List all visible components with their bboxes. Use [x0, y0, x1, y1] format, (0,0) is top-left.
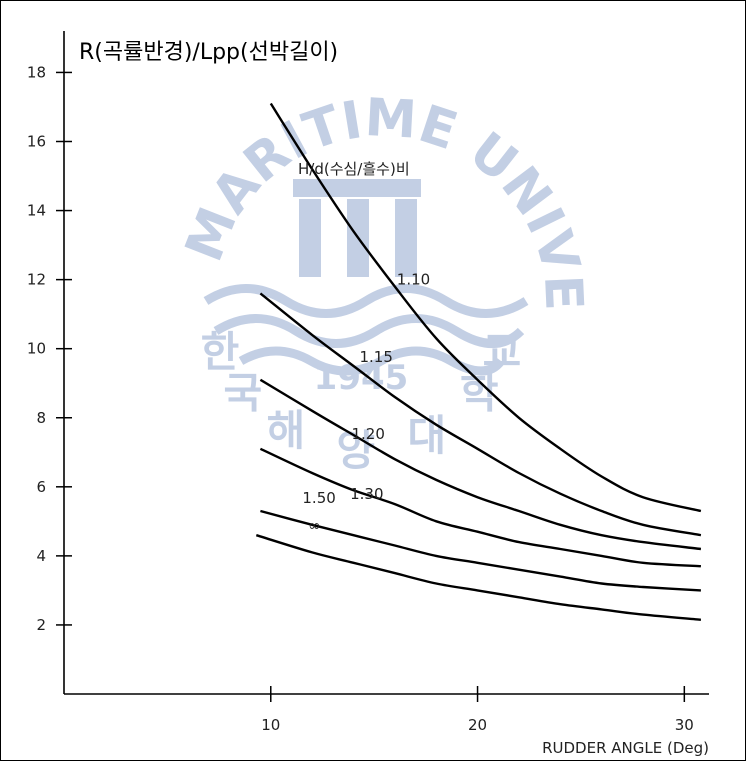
y-tick-label: 6: [36, 478, 46, 496]
chart-annotation: H/d(수심/흘수)비: [298, 160, 410, 178]
seal-emblem-icon: [293, 179, 421, 277]
curve-line: [259, 292, 702, 537]
curve-label: 1.50: [302, 489, 335, 507]
curve-label: 1.20: [352, 425, 385, 443]
watermark-hangul-char: 국: [223, 368, 262, 417]
chart-title: R(곡률반경)/Lpp(선박길이): [79, 40, 338, 65]
watermark-hangul-char: 해: [267, 406, 306, 455]
curve-label: ∞: [308, 516, 321, 534]
watermark-year: 1945: [314, 358, 409, 398]
curve-line: [260, 509, 701, 592]
x-tick-label: 10: [261, 716, 280, 734]
y-tick-label: 16: [27, 133, 46, 151]
x-axis-label: RUDDER ANGLE (Deg): [542, 739, 709, 757]
y-tick-label: 4: [36, 547, 46, 565]
curves: 1.10 1.15 1.20 1.30 1.50 ∞: [255, 102, 702, 621]
y-tick-label: 8: [36, 409, 46, 427]
y-tick-label: 12: [27, 271, 46, 289]
curve-line: [259, 447, 701, 568]
x-tick-label: 30: [675, 716, 694, 734]
x-tick-label: 20: [468, 716, 487, 734]
curve-label: 1.10: [397, 271, 430, 289]
curve-line: [255, 534, 702, 621]
y-tick-label: 18: [27, 63, 46, 81]
curve-label: 1.15: [360, 348, 393, 366]
y-tick-label: 2: [36, 616, 46, 634]
curve-label: 1.30: [350, 485, 383, 503]
watermark-hangul-char: 한: [201, 327, 240, 376]
y-tick-label: 14: [27, 202, 46, 220]
watermark-hangul-char: 양: [336, 426, 375, 475]
curve-line: [259, 378, 702, 551]
y-tick-label: 10: [27, 340, 46, 358]
curve-line: [269, 102, 702, 513]
watermark-hangul-char: 교: [483, 327, 522, 376]
axes: 2 4 6 8 10 12 14 16 18 10 20 30: [27, 31, 709, 734]
